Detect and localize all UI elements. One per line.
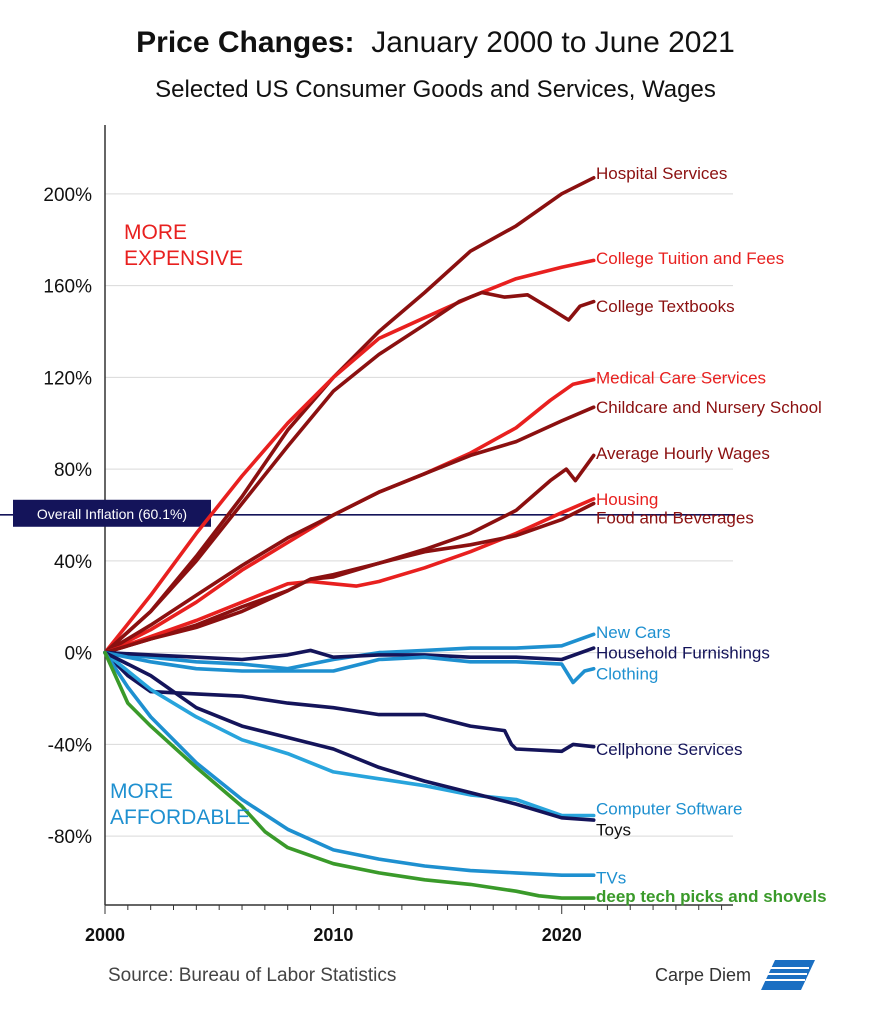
source-note: Source: Bureau of Labor Statistics [108,965,397,986]
y-tick-label: 160% [43,277,92,298]
y-tick-label: 40% [54,552,92,573]
annotation-more-affordable: MORE [110,780,173,803]
axis-layer: 200% 160% 120% 80% 40% 0% -40% -80% 2000 2010 2020 [43,125,733,945]
chart-title-rest: January 2000 to June 2021 [371,26,735,59]
y-tick-label: 0% [65,644,93,665]
series-end-label: New Cars [596,623,671,642]
series-end-label: Childcare and Nursery School [596,398,822,417]
series-line [103,646,596,662]
series-end-label: Cellphone Services [596,740,742,759]
series-line [103,650,596,685]
series-end-label: Clothing [596,664,658,683]
y-tick-label: -80% [48,827,92,848]
y-tick-label: 120% [43,368,92,389]
x-tick-label: 2010 [313,925,353,945]
series-end-label: Food and Beverages [596,508,754,527]
series-line [103,650,596,822]
series-line [103,405,596,655]
series-end-label: Toys [596,820,631,839]
series-line [103,650,596,818]
chart-title: Price Changes: January 2000 to June 2021 [0,26,871,60]
x-tick-label: 2000 [85,925,125,945]
series-end-label: TVs [596,868,626,887]
series-layer [103,176,596,900]
series-end-label: College Textbooks [596,297,735,316]
chart-title-bold: Price Changes: [136,26,355,59]
series-end-label: Average Hourly Wages [596,444,770,463]
series-line [103,650,596,900]
series-label-layer: Hospital Services College Tuition and Fee… [596,164,827,906]
chart-subtitle: Selected US Consumer Goods and Services,… [155,76,716,103]
series-end-label: Medical Care Services [596,368,766,387]
series-end-label: deep tech picks and shovels [596,887,827,906]
annotation-layer: MORE EXPENSIVE MORE AFFORDABLE [110,221,250,829]
series-end-label: Computer Software [596,800,742,819]
aei-logo-icon [761,960,816,990]
overall-inflation-label: Overall Inflation (60.1%) [37,506,187,522]
annotation-more-expensive: MORE [124,221,187,244]
series-end-label: Household Furnishings [596,644,770,663]
x-tick-label: 2020 [542,925,582,945]
series-line [103,290,596,655]
series-line [103,453,596,655]
brand: Carpe Diem [655,958,817,992]
y-tick-label: -40% [48,735,92,756]
annotation-more-expensive: EXPENSIVE [124,247,243,270]
reference-line-layer: Overall Inflation (60.1%) [0,499,735,527]
grid-layer [105,193,733,837]
series-end-label: College Tuition and Fees [596,249,784,268]
brand-text: Carpe Diem [655,964,752,985]
series-end-label: Housing [596,490,658,509]
annotation-more-affordable: AFFORDABLE [110,806,250,829]
series-line [103,258,596,655]
series-line [103,501,596,655]
series-line [103,650,596,878]
series-line [103,176,596,655]
y-tick-label: 200% [43,185,92,206]
series-end-label: Hospital Services [596,164,727,183]
overall-inflation-badge [13,499,211,527]
y-tick-label: 80% [54,460,92,481]
